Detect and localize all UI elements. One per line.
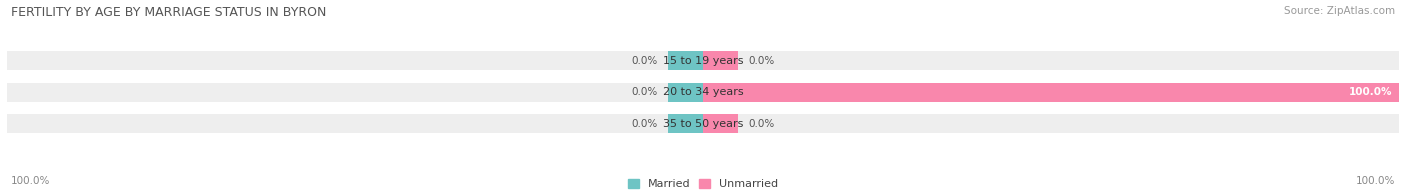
Bar	[668, 51, 703, 70]
Bar	[668, 83, 703, 102]
Bar	[7, 51, 1399, 70]
Legend: Married, Unmarried: Married, Unmarried	[627, 179, 779, 190]
Text: 35 to 50 years: 35 to 50 years	[662, 119, 744, 129]
Text: 100.0%: 100.0%	[11, 176, 51, 186]
Text: 0.0%: 0.0%	[748, 55, 775, 65]
Text: 0.0%: 0.0%	[631, 87, 658, 97]
Bar	[668, 114, 703, 133]
Text: 100.0%: 100.0%	[1355, 176, 1395, 186]
Text: 0.0%: 0.0%	[748, 119, 775, 129]
Text: 0.0%: 0.0%	[631, 119, 658, 129]
Text: 20 to 34 years: 20 to 34 years	[662, 87, 744, 97]
Text: Source: ZipAtlas.com: Source: ZipAtlas.com	[1284, 6, 1395, 16]
Bar	[7, 83, 1399, 102]
Bar	[703, 114, 738, 133]
Bar	[703, 83, 1399, 102]
Text: 100.0%: 100.0%	[1348, 87, 1392, 97]
Text: 0.0%: 0.0%	[631, 55, 658, 65]
Bar	[703, 51, 738, 70]
Text: 15 to 19 years: 15 to 19 years	[662, 55, 744, 65]
Text: FERTILITY BY AGE BY MARRIAGE STATUS IN BYRON: FERTILITY BY AGE BY MARRIAGE STATUS IN B…	[11, 6, 326, 19]
Bar	[7, 114, 1399, 133]
